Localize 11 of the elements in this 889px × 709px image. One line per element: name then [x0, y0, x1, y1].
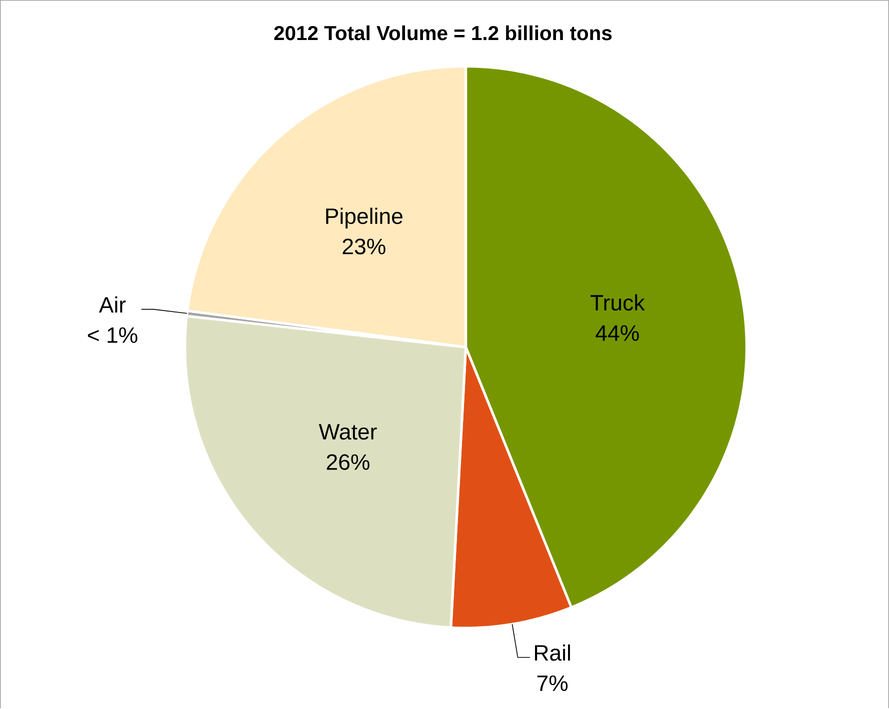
data-label: 7%: [537, 676, 568, 692]
slice-label: Truck: [590, 294, 645, 311]
data-label: 26%: [326, 454, 370, 470]
data-label: < 1%: [88, 328, 138, 344]
slice-label: Pipeline: [326, 208, 402, 229]
slice-label: Water: [318, 424, 377, 440]
slice-label: Rail: [535, 644, 570, 662]
data-label: 44%: [596, 326, 639, 342]
slice-label: Air: [98, 296, 126, 313]
data-label: 23%: [342, 238, 386, 255]
chart-title: 2012 Total Volume = 1.2 billion tons: [274, 26, 612, 40]
